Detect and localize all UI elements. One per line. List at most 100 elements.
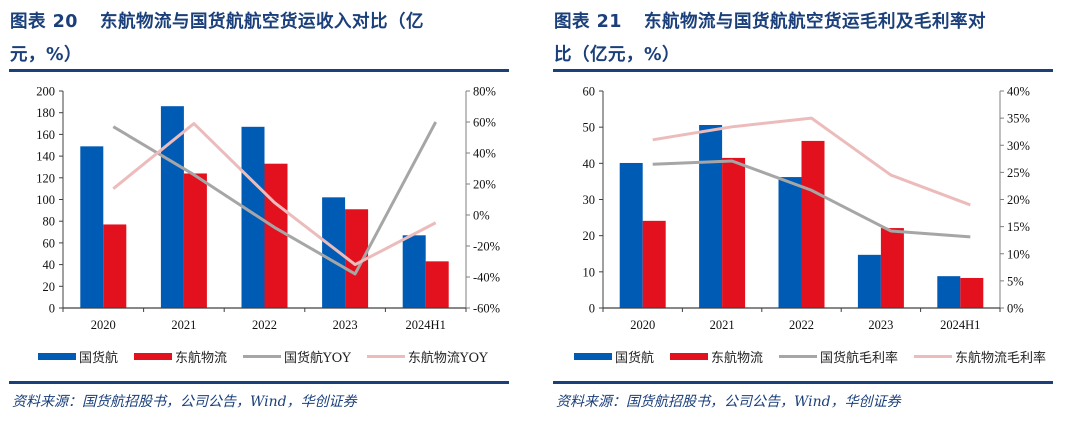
right-y-tick-label: 35%: [1007, 112, 1030, 126]
legend-item: 东航物流: [134, 347, 227, 366]
legend-line-swatch: [914, 355, 953, 358]
x-tick-label: 2023: [333, 318, 358, 332]
legend-label: 东航物流毛利率: [955, 351, 1047, 366]
left-y-tick-label: 140: [36, 150, 55, 164]
right-y-tick-label: 15%: [1007, 220, 1030, 234]
x-tick-label: 2020: [91, 318, 116, 332]
legend-line-swatch: [779, 355, 818, 358]
right-y-tick-label: 5%: [1007, 274, 1024, 288]
left-y-tick-label: 0: [49, 302, 55, 316]
figure-20: 图表 20 东航物流与国货航航空货运收入对比（亿 元，%） 0 20 40 60 80 10…: [9, 6, 520, 410]
legend-bar-swatch: [38, 353, 76, 360]
x-tick-label: 2024H1: [406, 318, 446, 332]
bar-guohuohang: [937, 276, 961, 308]
legend-line-swatch: [243, 355, 282, 358]
legend-label: 东航物流YOY: [407, 351, 488, 366]
bar-donghang-wuliu: [642, 220, 666, 308]
bar-guohuohang: [619, 162, 643, 308]
title-divider: [553, 69, 1053, 72]
legend-item: 国货航毛利率: [779, 347, 898, 366]
bar-donghang-wuliu: [801, 140, 825, 308]
figure-title: 图表 20 东航物流与国货航航空货运收入对比（亿 元，%）: [10, 6, 520, 72]
right-y-tick-label: -60%: [473, 302, 500, 316]
legend-label: 东航物流: [175, 351, 228, 366]
left-y-tick-label: 20: [43, 280, 56, 294]
x-tick-label: 2022: [252, 318, 277, 332]
legend-item: 国货航: [574, 347, 654, 366]
bar-guohuohang: [80, 146, 104, 308]
bar-donghang-wuliu: [264, 163, 288, 308]
legend-label: 东航物流: [711, 351, 764, 366]
figure-title: 图表 21 东航物流与国货航航空货运毛利及毛利率对 比（亿元，%）: [554, 6, 1064, 72]
bar-guohuohang: [160, 106, 184, 308]
left-y-tick-label: 80: [43, 215, 56, 229]
gross-profit-chart: 0 10 20 30 40 50 60 0% 5% 10% 15% 20% 25% 30% 35% 40% 20…: [583, 85, 1030, 333]
bar-guohuohang: [699, 124, 723, 308]
bar-guohuohang: [778, 177, 802, 308]
left-y-tick-label: 160: [36, 128, 55, 142]
figure-title-line1: 东航物流与国货航航空货运毛利及毛利率对: [643, 12, 986, 32]
chart-legend: 国货航 东航物流 国货航YOY 东航物流YOY: [38, 347, 504, 366]
bar-donghang-wuliu: [345, 209, 369, 308]
chart-legend: 国货航 东航物流 国货航毛利率 东航物流毛利率: [574, 347, 1062, 366]
figure-number: 图表 20: [10, 12, 78, 32]
figure-number: 图表 21: [554, 12, 622, 32]
legend-item: 东航物流: [670, 347, 763, 366]
legend-item: 东航物流毛利率: [914, 347, 1046, 366]
revenue-chart: 0 20 40 60 80 100 120 140 160 180 200 -60% -40% -20% 0…: [36, 85, 500, 333]
source-note: 资料来源：国货航招股书，公司公告，Wind，华创证券: [12, 394, 357, 410]
figure-21: 图表 21 东航物流与国货航航空货运毛利及毛利率对 比（亿元，%） 0 10 20 30…: [540, 0, 1080, 423]
left-y-tick-label: 50: [583, 121, 596, 135]
x-tick-label: 2021: [171, 318, 196, 332]
left-y-tick-label: 0: [589, 302, 595, 316]
bar-guohuohang: [402, 235, 426, 308]
figure-title-line1: 东航物流与国货航航空货运收入对比（亿: [99, 12, 424, 32]
legend-item: 东航物流YOY: [366, 347, 488, 366]
legend-label: 国货航YOY: [284, 351, 351, 366]
bar-donghang-wuliu: [722, 157, 746, 308]
left-y-tick-label: 100: [36, 193, 55, 207]
bar-donghang-wuliu: [425, 261, 449, 308]
right-y-tick-label: 80%: [473, 85, 496, 99]
right-y-tick-label: -20%: [473, 240, 500, 254]
bar-donghang-wuliu: [880, 228, 904, 308]
x-tick-label: 2024H1: [940, 318, 980, 332]
bar-donghang-wuliu: [960, 277, 984, 308]
right-y-tick-label: 25%: [1007, 166, 1030, 180]
bar-guohuohang: [241, 126, 265, 309]
title-divider: [9, 69, 509, 72]
right-y-tick-label: 20%: [1007, 193, 1030, 207]
left-y-tick-label: 180: [36, 106, 55, 120]
bar-guohuohang: [322, 197, 346, 308]
left-y-tick-label: 40: [43, 258, 56, 272]
legend-label: 国货航: [79, 351, 119, 366]
legend-bar-swatch: [574, 353, 612, 360]
x-tick-label: 2022: [789, 318, 814, 332]
left-y-tick-label: 10: [583, 265, 596, 279]
source-divider: [9, 381, 509, 384]
right-y-tick-label: -40%: [473, 271, 500, 285]
legend-line-swatch: [366, 355, 405, 358]
left-y-tick-label: 60: [583, 85, 596, 99]
x-tick-label: 2023: [868, 318, 893, 332]
right-y-tick-label: 60%: [473, 116, 496, 130]
source-note: 资料来源：国货航招股书，公司公告，Wind，华创证券: [556, 394, 901, 410]
left-y-tick-label: 60: [43, 236, 56, 250]
bar-donghang-wuliu: [103, 224, 127, 308]
bar-donghang-wuliu: [183, 173, 207, 308]
left-y-tick-label: 120: [36, 171, 55, 185]
x-tick-label: 2021: [710, 318, 735, 332]
figure-title-line2: 比（亿元，%）: [554, 45, 681, 65]
left-y-tick-label: 20: [583, 229, 596, 243]
x-tick-label: 2020: [630, 318, 655, 332]
right-y-tick-label: 0%: [473, 209, 490, 223]
legend-label: 国货航毛利率: [820, 351, 899, 366]
right-y-tick-label: 30%: [1007, 139, 1030, 153]
legend-bar-swatch: [134, 353, 173, 360]
right-y-tick-label: 40%: [473, 147, 496, 161]
left-y-tick-label: 30: [583, 193, 596, 207]
right-y-tick-label: 0%: [1007, 302, 1024, 316]
legend-label: 国货航: [615, 351, 655, 366]
legend-bar-swatch: [670, 353, 709, 360]
legend-item: 国货航: [38, 347, 118, 366]
